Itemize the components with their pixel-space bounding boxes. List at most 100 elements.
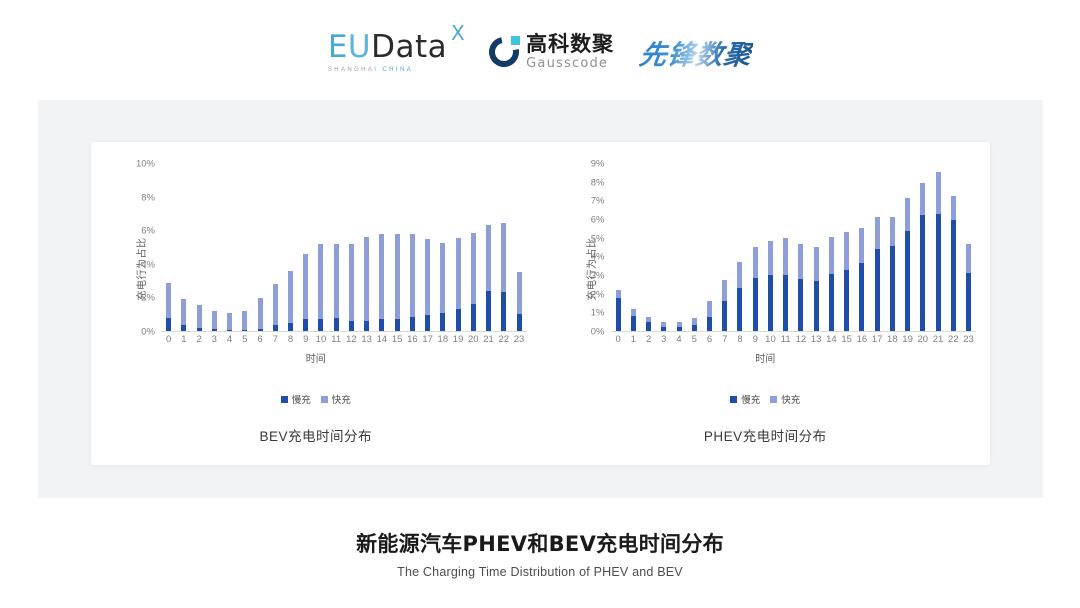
bar-column[interactable] bbox=[283, 164, 298, 331]
y-axis-tick: 10% bbox=[135, 158, 155, 170]
bar-segment-slow bbox=[486, 290, 492, 331]
x-axis-tick: 7 bbox=[272, 334, 278, 345]
evdata-letters-data: Data bbox=[371, 28, 448, 65]
x-axis-tick: 2 bbox=[196, 334, 202, 345]
bar-stack bbox=[966, 164, 971, 331]
y-axis-tick: 7% bbox=[590, 195, 605, 207]
bar-segment-slow bbox=[798, 278, 804, 331]
bar-column[interactable] bbox=[207, 164, 222, 331]
bar-column[interactable] bbox=[176, 164, 191, 331]
bar-column[interactable] bbox=[885, 164, 900, 331]
bar-column[interactable] bbox=[611, 164, 626, 331]
bar-column[interactable] bbox=[329, 164, 344, 331]
bar-column[interactable] bbox=[748, 164, 763, 331]
legend-label-slow: 慢充 bbox=[741, 395, 761, 406]
bar-column[interactable] bbox=[161, 164, 176, 331]
bar-column[interactable] bbox=[946, 164, 961, 331]
bar-column[interactable] bbox=[900, 164, 915, 331]
bar-stack bbox=[333, 164, 339, 331]
bar-column[interactable] bbox=[511, 164, 526, 331]
bar-stack bbox=[828, 164, 834, 331]
x-axis-tick: 19 bbox=[902, 334, 913, 345]
bar-column[interactable] bbox=[702, 164, 717, 331]
bar-column[interactable] bbox=[450, 164, 465, 331]
bar-column[interactable] bbox=[824, 164, 839, 331]
bar-segment-slow bbox=[394, 318, 400, 331]
chart-phev-bars bbox=[611, 164, 977, 331]
bar-segment-slow bbox=[257, 328, 263, 331]
x-axis-tick: 20 bbox=[917, 334, 929, 345]
logo-xianfeng: 先锋数聚 bbox=[637, 33, 754, 72]
x-axis-tick: 6 bbox=[706, 334, 713, 345]
bar-column[interactable] bbox=[344, 164, 359, 331]
bar-column[interactable] bbox=[732, 164, 747, 331]
x-axis-tick: 16 bbox=[856, 334, 868, 345]
bar-segment-slow bbox=[470, 304, 476, 331]
bar-column[interactable] bbox=[268, 164, 283, 331]
bar-stack bbox=[425, 164, 431, 331]
x-axis-tick: 14 bbox=[826, 334, 837, 345]
page-subtitle: The Charging Time Distribution of PHEV a… bbox=[397, 565, 683, 579]
bar-column[interactable] bbox=[298, 164, 313, 331]
bar-column[interactable] bbox=[359, 164, 374, 331]
bar-stack bbox=[394, 164, 400, 331]
bar-column[interactable] bbox=[854, 164, 869, 331]
evdata-tagline-city: SHANGHAI bbox=[327, 66, 383, 73]
bar-column[interactable] bbox=[435, 164, 450, 331]
bar-column[interactable] bbox=[839, 164, 854, 331]
x-axis-tick: 9 bbox=[752, 334, 758, 345]
bar-column[interactable] bbox=[687, 164, 702, 331]
bar-segment-slow bbox=[615, 297, 621, 331]
bar-stack bbox=[737, 164, 743, 331]
bar-column[interactable] bbox=[671, 164, 686, 331]
bar-segment-fast bbox=[615, 289, 621, 298]
bar-column[interactable] bbox=[466, 164, 481, 331]
bar-segment-fast bbox=[630, 309, 636, 317]
bar-column[interactable] bbox=[481, 164, 496, 331]
bar-segment-slow bbox=[364, 320, 370, 331]
bar-stack bbox=[242, 164, 248, 331]
bar-stack bbox=[646, 164, 652, 331]
bar-column[interactable] bbox=[961, 164, 976, 331]
bar-column[interactable] bbox=[656, 164, 671, 331]
bar-segment-slow bbox=[272, 325, 278, 331]
bar-stack bbox=[630, 164, 636, 331]
bar-segment-slow bbox=[935, 213, 941, 331]
bar-column[interactable] bbox=[778, 164, 793, 331]
bar-column[interactable] bbox=[809, 164, 824, 331]
bar-column[interactable] bbox=[763, 164, 778, 331]
bar-column[interactable] bbox=[374, 164, 389, 331]
bar-column[interactable] bbox=[915, 164, 930, 331]
bar-column[interactable] bbox=[237, 164, 252, 331]
bar-column[interactable] bbox=[496, 164, 511, 331]
bar-column[interactable] bbox=[793, 164, 808, 331]
legend-item-fast: 快充 bbox=[320, 392, 351, 406]
bar-column[interactable] bbox=[390, 164, 405, 331]
logo-bar: EUData X SHANGHAI CHINA 高科数聚 Gausscode 先锋… bbox=[0, 18, 1080, 86]
bar-column[interactable] bbox=[869, 164, 884, 331]
bar-segment-fast bbox=[196, 305, 202, 329]
x-axis-tick: 0 bbox=[165, 334, 172, 345]
x-axis-tick: 5 bbox=[242, 334, 248, 345]
bar-stack bbox=[783, 164, 789, 331]
bar-column[interactable] bbox=[930, 164, 945, 331]
bar-stack bbox=[181, 164, 187, 331]
bar-column[interactable] bbox=[191, 164, 206, 331]
bar-segment-fast bbox=[455, 237, 461, 310]
evdata-letter-e: E bbox=[327, 28, 348, 65]
bar-column[interactable] bbox=[222, 164, 237, 331]
bar-segment-slow bbox=[844, 270, 850, 331]
bar-segment-fast bbox=[722, 279, 728, 301]
bar-column[interactable] bbox=[717, 164, 732, 331]
bar-column[interactable] bbox=[313, 164, 328, 331]
bar-segment-slow bbox=[828, 273, 834, 331]
bar-column[interactable] bbox=[626, 164, 641, 331]
bar-column[interactable] bbox=[420, 164, 435, 331]
bar-column[interactable] bbox=[252, 164, 267, 331]
bar-stack bbox=[844, 164, 850, 331]
bar-column[interactable] bbox=[641, 164, 656, 331]
bar-segment-fast bbox=[676, 321, 682, 328]
x-axis-tick: 13 bbox=[361, 334, 372, 345]
bar-column[interactable] bbox=[405, 164, 420, 331]
